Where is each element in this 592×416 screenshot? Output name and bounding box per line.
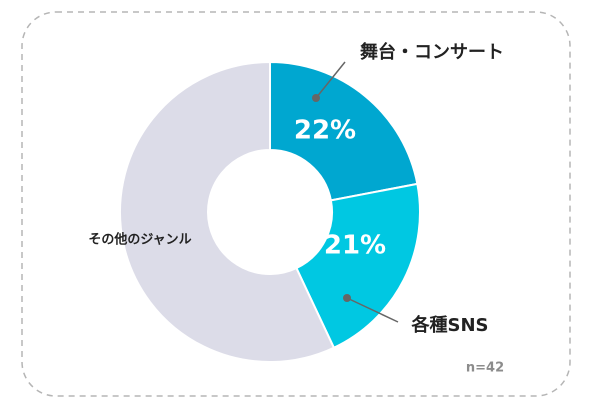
leader-line xyxy=(346,297,399,323)
value-label: 22% xyxy=(294,116,356,146)
donut xyxy=(119,60,421,363)
sample-size: n=42 xyxy=(466,361,504,376)
leader-dot xyxy=(312,94,320,102)
category-label: 舞台・コンサート xyxy=(360,41,504,63)
category-label: その他のジャンル xyxy=(88,232,191,248)
leader-line xyxy=(315,61,346,99)
leader-dot xyxy=(343,294,351,302)
slice xyxy=(295,182,421,350)
slice xyxy=(269,60,419,202)
slice xyxy=(119,60,336,363)
category-label: 各種SNS xyxy=(411,314,489,336)
value-label: 21% xyxy=(324,231,386,261)
